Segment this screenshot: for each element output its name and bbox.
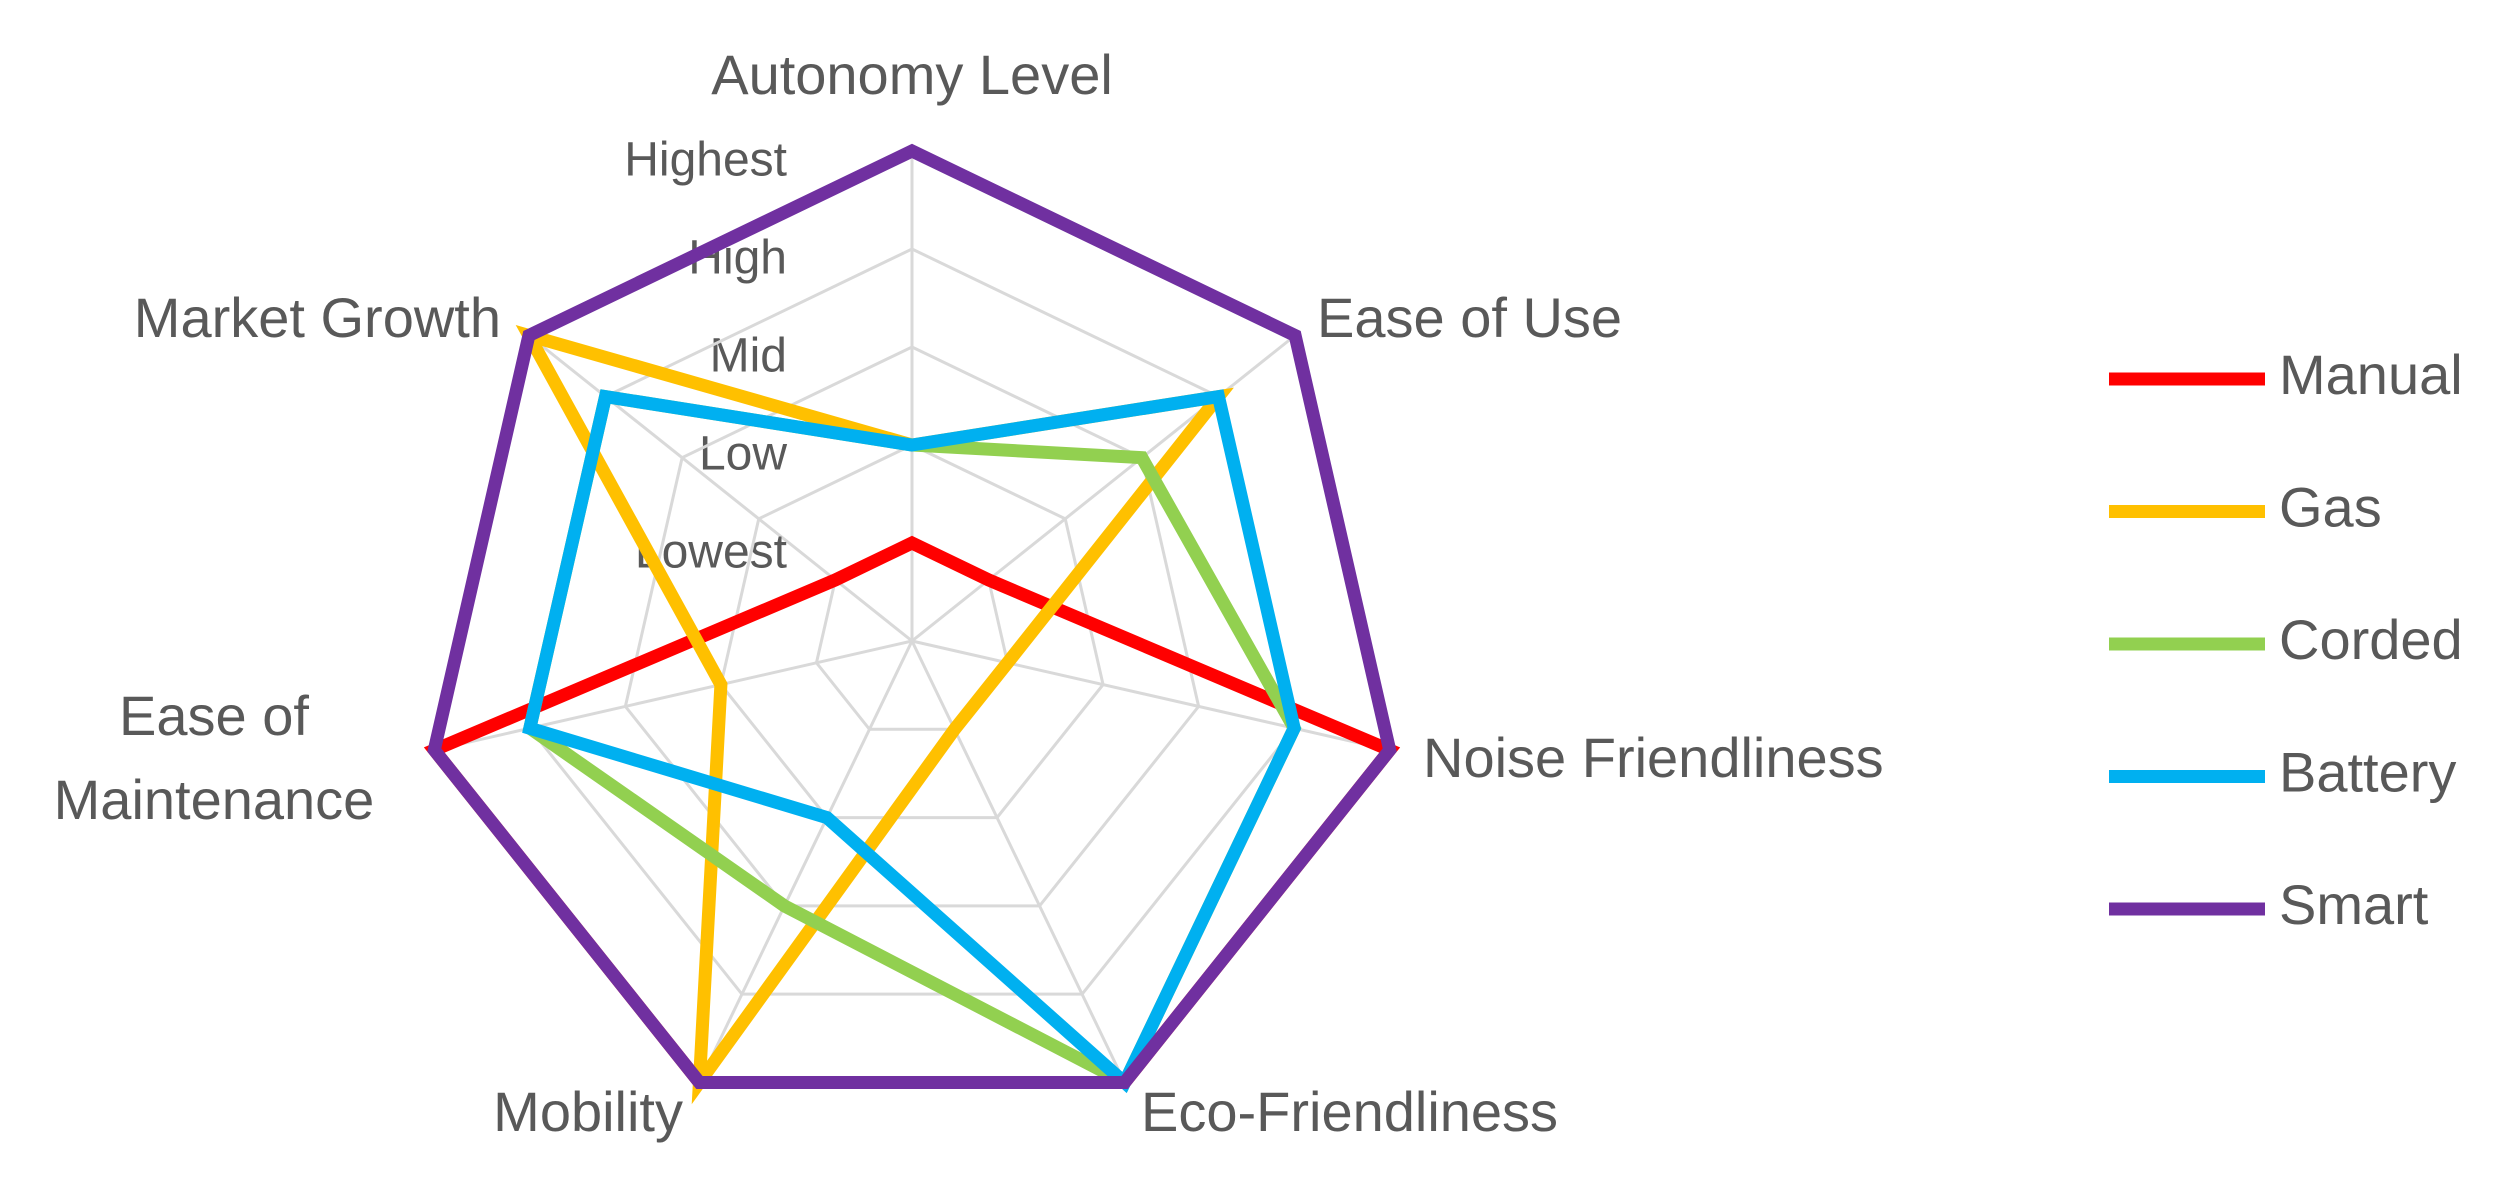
axis-label: Market Growth xyxy=(133,286,501,349)
grid-ring xyxy=(719,443,1105,820)
axis-label: Mobility xyxy=(493,1080,683,1143)
r-tick-label: Low xyxy=(699,428,787,481)
legend-label: Corded xyxy=(2279,608,2463,671)
grid-ring xyxy=(623,345,1201,908)
legend-label: Manual xyxy=(2279,343,2463,406)
axis-label: Eco-Friendliness xyxy=(1141,1080,1559,1143)
series-line xyxy=(522,389,1302,1094)
legend-label: Smart xyxy=(2279,873,2429,936)
series-line xyxy=(427,143,1397,1089)
axis-label: Ease of Maintenance xyxy=(53,684,375,831)
axis-label: Autonomy Level xyxy=(711,43,1113,106)
spoke xyxy=(911,639,1391,752)
legend-label: Battery xyxy=(2279,740,2456,803)
axis-label: Noise Friendliness xyxy=(1423,726,1884,789)
r-tick-label: Mid xyxy=(710,330,787,383)
axis-label: Ease of Use xyxy=(1317,286,1623,349)
legend-label: Gas xyxy=(2279,475,2382,538)
spoke xyxy=(910,640,1126,1084)
spoke xyxy=(433,639,913,752)
spoke xyxy=(911,334,1297,643)
grid-ring xyxy=(814,541,1010,731)
r-tick-label: Highest xyxy=(624,134,787,187)
spoke xyxy=(527,334,913,643)
series-line xyxy=(515,324,1234,1105)
spoke xyxy=(698,640,914,1084)
